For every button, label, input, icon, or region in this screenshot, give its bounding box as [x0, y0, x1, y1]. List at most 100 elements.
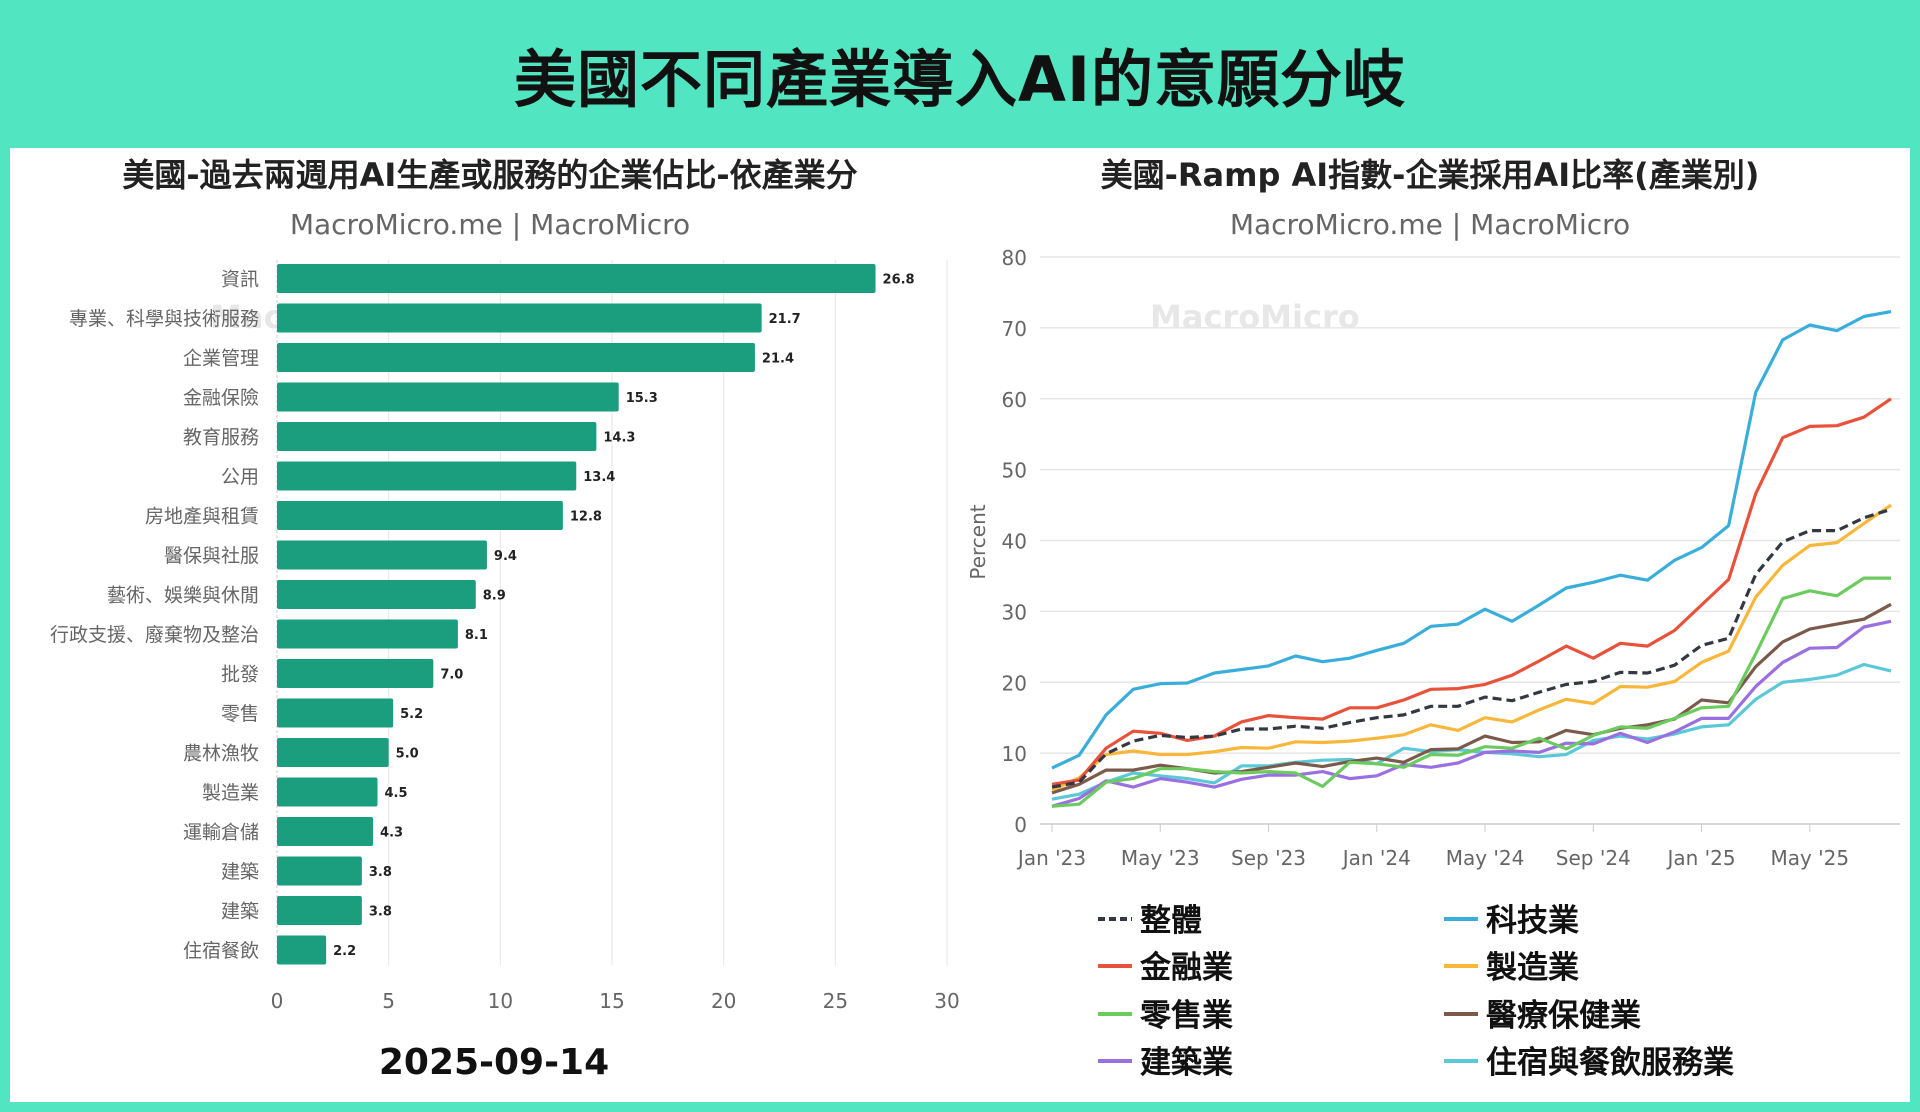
series-line: [1051, 310, 1892, 770]
category-label: 藝術、娛樂與休閒: [107, 585, 259, 607]
legend-label: 金融業: [1139, 950, 1233, 986]
value-label: 15.3: [626, 391, 658, 406]
y-tick-label: 0: [1014, 813, 1027, 837]
legend-label: 建築業: [1140, 1045, 1233, 1081]
bar: [277, 698, 394, 728]
legend-label: 住宿與餐飲服務業: [1486, 1045, 1734, 1081]
category-label: 公用: [221, 466, 259, 488]
value-label: 21.7: [769, 312, 801, 327]
value-label: 3.8: [369, 865, 392, 880]
value-label: 5.2: [400, 707, 423, 722]
watermark-right: MacroMicro: [1150, 298, 1360, 336]
bar: [277, 580, 476, 609]
series-line: [1051, 576, 1891, 808]
value-label: 21.4: [762, 352, 794, 367]
value-label: 12.8: [570, 510, 602, 525]
x-tick-label: 20: [711, 989, 736, 1013]
bar: [277, 264, 876, 293]
bar: [277, 659, 434, 688]
category-label: 專業、科學與技術服務: [69, 308, 259, 330]
bar: [277, 777, 378, 807]
x-tick-label: 25: [823, 989, 848, 1013]
value-label: 4.3: [380, 826, 403, 841]
value-label: 3.8: [369, 905, 392, 920]
category-label: 企業管理: [183, 348, 259, 370]
category-label: 行政支援、廢棄物及整治: [50, 624, 259, 646]
bar: [277, 856, 362, 886]
bar: [277, 738, 389, 767]
legend-label: 科技業: [1486, 903, 1579, 939]
category-label: 批發: [221, 664, 259, 686]
category-label: 農林漁牧: [183, 743, 259, 765]
series-line: [1051, 507, 1892, 789]
line-chart: 0 10 20 30 40 50 60 70 80 Jan '23 May '23 Sep '23 Ja…: [1002, 246, 1900, 870]
x-tick-label: Sep '24: [1556, 846, 1631, 870]
x-tick-label: 5: [382, 989, 395, 1013]
y-tick-label: 80: [1002, 246, 1027, 270]
bar: [277, 540, 487, 570]
bar: [277, 461, 577, 491]
x-tick-label: 15: [599, 989, 624, 1013]
category-label: 醫保與社服: [164, 545, 259, 567]
bar-chart: 0 5 10 15 20 25 30 資訊 26.8 專業、科學與技術服務 21.7 企業管理 21.4…: [50, 260, 960, 1013]
header: 美國不同產業導入AI的意願分岐: [0, 0, 1920, 148]
bar: [277, 303, 762, 333]
category-label: 製造業: [202, 782, 259, 804]
value-label: 5.0: [396, 747, 419, 762]
x-tick-label: Sep '23: [1231, 846, 1306, 870]
y-tick-label: 60: [1002, 388, 1027, 412]
y-tick-label: 20: [1002, 671, 1027, 695]
bar: [277, 896, 362, 925]
category-label: 建築: [221, 861, 259, 883]
legend-label: 整體: [1140, 903, 1202, 939]
bar: [277, 343, 755, 372]
category-label: 運輸倉儲: [183, 822, 259, 844]
line-chart-subtitle: MacroMicro.me | MacroMicro: [1230, 208, 1630, 241]
series-line: [1051, 503, 1892, 792]
value-label: 8.1: [465, 628, 488, 643]
category-label: 金融保險: [183, 387, 259, 409]
value-label: 2.2: [333, 944, 356, 959]
bar: [277, 382, 619, 412]
bar-chart-title: 美國-過去兩週用AI生產或服務的企業佔比-依產業分: [122, 156, 857, 194]
category-label: 住宿餐飲: [183, 940, 259, 962]
y-axis-label: Percent: [966, 504, 990, 579]
value-label: 14.3: [603, 431, 635, 446]
category-label: 房地產與租賃: [145, 506, 259, 528]
category-label: 建築: [221, 901, 259, 923]
value-label: 8.9: [483, 589, 506, 604]
bar: [277, 817, 374, 846]
category-label: 教育服務: [183, 427, 259, 449]
category-label: 資訊: [221, 269, 259, 291]
value-label: 9.4: [494, 549, 517, 564]
bar: [277, 935, 327, 965]
legend-label: 零售業: [1140, 998, 1233, 1034]
series-line: [1051, 619, 1892, 808]
x-tick-label: Jan '25: [1665, 846, 1735, 870]
main-title: 美國不同產業導入AI的意願分岐: [513, 43, 1407, 116]
y-tick-label: 10: [1002, 742, 1027, 766]
value-label: 4.5: [385, 786, 408, 801]
category-label: 零售: [221, 703, 259, 725]
y-tick-label: 30: [1002, 600, 1027, 624]
bar-chart-subtitle: MacroMicro.me | MacroMicro: [290, 208, 690, 241]
value-label: 7.0: [440, 668, 463, 683]
x-tick-label: May '24: [1446, 846, 1525, 870]
value-label: 26.8: [883, 273, 915, 288]
bar: [277, 501, 563, 530]
date-label: 2025-09-14: [379, 1042, 609, 1083]
x-tick-label: Jan '24: [1341, 846, 1411, 870]
x-tick-label: Jan '23: [1016, 846, 1086, 870]
x-tick-label: 30: [934, 989, 959, 1013]
x-tick-label: May '25: [1770, 846, 1849, 870]
y-tick-label: 50: [1002, 459, 1027, 483]
y-tick-label: 70: [1002, 317, 1027, 341]
value-label: 13.4: [583, 470, 615, 485]
legend-label: 製造業: [1486, 950, 1579, 986]
x-tick-label: May '23: [1121, 846, 1200, 870]
line-chart-title: 美國-Ramp AI指數-企業採用AI比率(產業別): [1101, 156, 1760, 194]
x-tick-label: 10: [488, 989, 513, 1013]
y-tick-label: 40: [1002, 530, 1027, 554]
